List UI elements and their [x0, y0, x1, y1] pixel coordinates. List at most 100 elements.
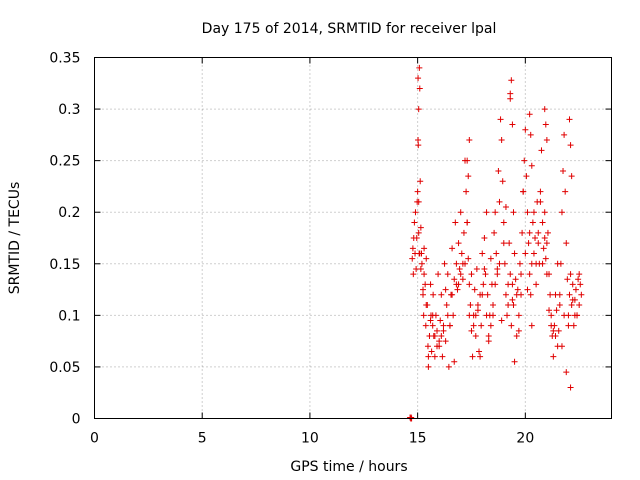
data-point: [528, 162, 535, 169]
data-point: [487, 255, 494, 262]
data-point: [508, 322, 515, 329]
data-point: [578, 291, 585, 298]
y-tick-label: 0.35: [49, 51, 80, 67]
x-tick-label: 0: [90, 431, 99, 447]
data-point: [480, 281, 487, 288]
data-point: [509, 296, 516, 303]
data-point: [502, 204, 509, 211]
data-point: [543, 240, 550, 247]
data-point: [522, 250, 529, 257]
data-point: [524, 209, 531, 216]
data-point: [464, 157, 471, 164]
data-point: [466, 137, 473, 144]
data-point: [527, 131, 534, 138]
data-point: [458, 250, 465, 257]
data-point: [479, 250, 486, 257]
data-point: [412, 209, 419, 216]
data-point: [510, 209, 517, 216]
data-point: [515, 327, 522, 334]
data-point: [512, 276, 519, 283]
data-point: [456, 265, 463, 272]
data-point: [500, 240, 507, 247]
data-point: [530, 250, 537, 257]
data-point: [431, 332, 438, 339]
data-point: [490, 312, 497, 319]
data-point: [490, 302, 497, 309]
data-point: [415, 137, 422, 144]
data-point: [569, 296, 576, 303]
data-point: [423, 302, 430, 309]
data-point: [425, 353, 432, 360]
plot-frame: [94, 57, 612, 419]
data-point: [427, 281, 434, 288]
data-point: [564, 276, 571, 283]
data-point: [492, 209, 499, 216]
data-point: [524, 286, 531, 293]
data-point: [482, 271, 489, 278]
data-point: [546, 307, 553, 314]
data-point: [449, 291, 456, 298]
data-point: [496, 260, 503, 267]
data-point: [453, 260, 460, 267]
data-point: [443, 302, 450, 309]
data-point: [416, 250, 423, 257]
y-tick-label: 0.15: [49, 257, 80, 273]
data-point: [434, 343, 441, 350]
data-point: [466, 312, 473, 319]
data-point: [552, 332, 559, 339]
data-point: [541, 235, 548, 241]
data-point: [472, 332, 479, 339]
y-axis-title: SRMTID / TECUs: [7, 182, 23, 295]
data-point: [576, 302, 583, 309]
data-point: [469, 353, 476, 360]
data-point: [470, 322, 477, 329]
data-point: [499, 178, 506, 185]
data-point: [507, 271, 514, 278]
x-axis-title: GPS time / hours: [290, 459, 407, 475]
data-point: [554, 260, 561, 267]
y-tick-label: 0.3: [58, 102, 80, 118]
data-point: [568, 173, 575, 180]
data-point: [413, 235, 420, 241]
data-point: [409, 255, 416, 262]
data-point: [511, 250, 518, 257]
x-tick-label: 20: [516, 431, 534, 447]
data-point: [417, 178, 424, 185]
data-point: [563, 240, 570, 247]
data-point: [451, 276, 458, 283]
data-point: [577, 281, 584, 288]
data-point: [479, 291, 486, 298]
data-point: [530, 209, 537, 216]
data-point: [450, 312, 457, 319]
data-point: [455, 240, 462, 247]
data-point: [500, 219, 507, 226]
data-point: [567, 384, 574, 391]
data-point: [451, 358, 458, 365]
data-point: [442, 286, 449, 293]
data-point: [526, 229, 533, 236]
data-point: [483, 312, 490, 319]
data-points: [407, 64, 585, 422]
data-point: [528, 322, 535, 329]
data-point: [457, 209, 464, 216]
data-point: [538, 147, 545, 154]
x-tick-label: 15: [409, 431, 427, 447]
data-point: [558, 343, 565, 350]
data-point: [539, 219, 546, 226]
data-point: [472, 312, 479, 319]
data-point: [494, 265, 501, 272]
data-point: [511, 358, 518, 365]
data-point: [541, 209, 548, 216]
data-point: [542, 121, 549, 128]
data-point: [571, 312, 578, 319]
data-point: [416, 64, 423, 71]
axis-ticks: [94, 57, 612, 419]
data-point: [516, 260, 523, 267]
data-point: [476, 348, 483, 355]
data-point: [521, 157, 528, 164]
data-point: [520, 188, 527, 195]
data-point: [495, 167, 502, 174]
data-point: [474, 307, 481, 314]
data-point: [562, 188, 569, 195]
data-point: [438, 332, 445, 339]
